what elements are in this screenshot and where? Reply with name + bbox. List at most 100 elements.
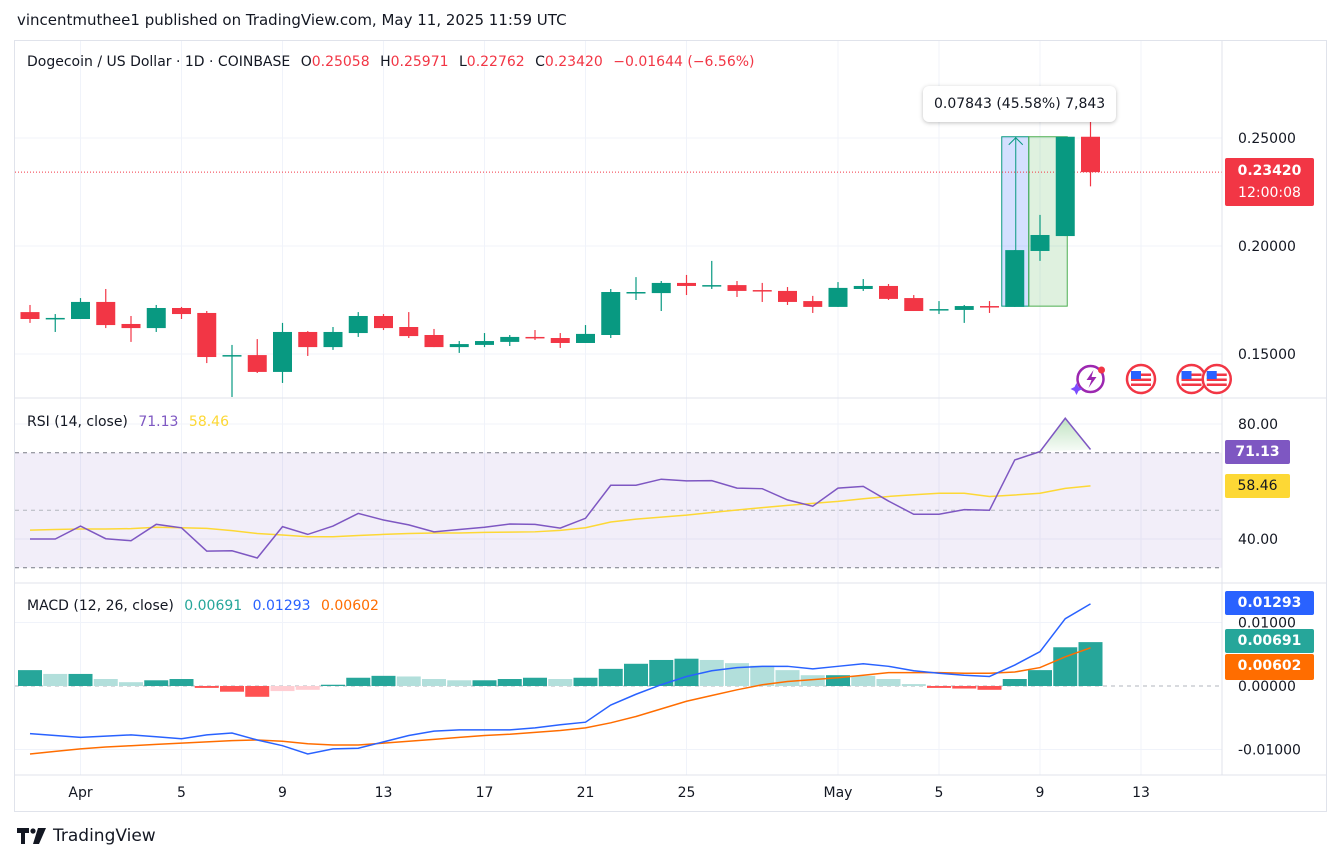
candle-body	[20, 312, 40, 320]
candle-body	[121, 323, 141, 329]
macd-signal-line	[29, 647, 1091, 755]
time-tick-label: Apr	[68, 785, 92, 801]
measure-tooltip: 0.07843 (45.58%) 7,843	[923, 86, 1117, 122]
sparkle-glyph	[1070, 383, 1083, 395]
candle	[651, 280, 671, 312]
candle	[475, 333, 494, 348]
candle	[929, 301, 949, 315]
us-flag-event-icon[interactable]	[1125, 363, 1157, 395]
candle	[1081, 117, 1100, 187]
candle	[727, 280, 747, 297]
us-flag-event-icon[interactable]	[1201, 363, 1232, 395]
macd-histogram-bar	[851, 675, 876, 686]
rsi-title: RSI (14, close)	[27, 414, 128, 430]
macd-hist-badge: 0.00691	[1225, 629, 1314, 653]
tradingview-logo-icon	[17, 828, 46, 844]
macd-histogram-bar	[977, 686, 1002, 690]
candle	[146, 304, 166, 332]
candle-body	[71, 301, 90, 320]
tradingview-logo[interactable]: TradingView	[17, 826, 156, 846]
candle-body	[45, 317, 65, 320]
low-value: 0.22762	[466, 54, 525, 70]
candle-body	[348, 315, 368, 334]
candle-body	[449, 344, 469, 348]
candle	[677, 274, 696, 296]
candle	[879, 284, 898, 300]
macd-legend[interactable]: MACD (12, 26, close) 0.00691 0.01293 0.0…	[27, 598, 385, 614]
candle-body	[702, 285, 722, 287]
macd-histogram-bar	[144, 680, 169, 686]
candle-body	[929, 309, 949, 311]
macd-histogram-bar	[396, 676, 421, 686]
macd-histogram-bar	[346, 677, 371, 686]
macd-title: MACD (12, 26, close)	[27, 598, 174, 614]
macd-tick-label: -0.01000	[1238, 743, 1301, 759]
rsi-badge: 71.13	[1225, 440, 1290, 464]
macd-histogram-bar	[295, 686, 320, 690]
time-tick-label: 9	[278, 785, 287, 801]
candle-body	[374, 315, 393, 329]
macd-histogram-bar	[43, 673, 68, 686]
macd-histogram-bar	[927, 686, 951, 688]
open-value: 0.25058	[311, 54, 370, 70]
rsi-ma-line	[29, 485, 1091, 538]
macd-line-value: 0.01293	[252, 598, 311, 614]
lightning-glyph	[1086, 370, 1097, 388]
last-price-badge: 0.23420 12:00:08	[1225, 158, 1314, 206]
candle-body	[399, 327, 419, 337]
candle	[1005, 250, 1025, 307]
macd-signal-value: 0.00602	[321, 598, 379, 614]
time-tick-label: 17	[476, 785, 494, 801]
candle	[550, 333, 570, 348]
candle-body	[525, 336, 545, 339]
candle-body	[576, 333, 595, 343]
macd-histogram-bar	[1028, 670, 1052, 686]
macd-histogram-bar	[270, 686, 295, 692]
candle-body	[853, 285, 873, 289]
flag-canton	[1206, 371, 1217, 379]
candle	[752, 282, 772, 302]
candle	[803, 295, 823, 313]
macd-histogram-bar	[1002, 679, 1027, 686]
candle-body	[778, 290, 797, 302]
macd-histogram-bar	[548, 679, 573, 686]
macd-histogram-bar	[876, 679, 901, 686]
macd-histogram-bar	[93, 679, 118, 686]
candle	[576, 325, 595, 343]
rsi-legend[interactable]: RSI (14, close) 71.13 58.46	[27, 414, 235, 430]
candle-body	[803, 301, 823, 307]
candle	[702, 260, 722, 289]
candle	[1055, 136, 1075, 237]
lightning-event-icon[interactable]	[1070, 364, 1106, 395]
macd-histogram-bar	[169, 679, 194, 686]
macd-histogram-bar	[523, 677, 547, 686]
flag-stripe	[1181, 383, 1202, 386]
time-tick-label: 25	[678, 785, 696, 801]
candle-body	[828, 287, 848, 307]
candle-body	[1030, 234, 1050, 251]
macd-histogram-bar	[194, 686, 219, 688]
grid-lines	[15, 41, 1222, 775]
us-flag-event-icon[interactable]	[1176, 363, 1207, 395]
macd-badge: 0.01293	[1225, 591, 1314, 615]
candle	[500, 334, 520, 347]
candle-body	[222, 355, 242, 357]
candle	[449, 341, 469, 353]
candle	[348, 312, 368, 337]
time-tick-label: 13	[375, 785, 393, 801]
candle	[323, 327, 343, 350]
flag-stripe	[1131, 378, 1151, 381]
macd-histogram-bar	[220, 686, 244, 692]
candle	[222, 344, 242, 397]
time-tick-label: 21	[577, 785, 595, 801]
candle-body	[323, 331, 343, 348]
notification-dot	[1098, 366, 1105, 374]
candle-body	[247, 355, 267, 372]
symbol-legend[interactable]: Dogecoin / US Dollar · 1D · COINBASE O0.…	[27, 54, 760, 70]
candle	[273, 322, 292, 383]
macd-tick-label: 0.01000	[1238, 616, 1296, 632]
candle	[828, 282, 848, 307]
close-label: C	[535, 54, 545, 70]
time-tick-label: May	[824, 785, 853, 801]
